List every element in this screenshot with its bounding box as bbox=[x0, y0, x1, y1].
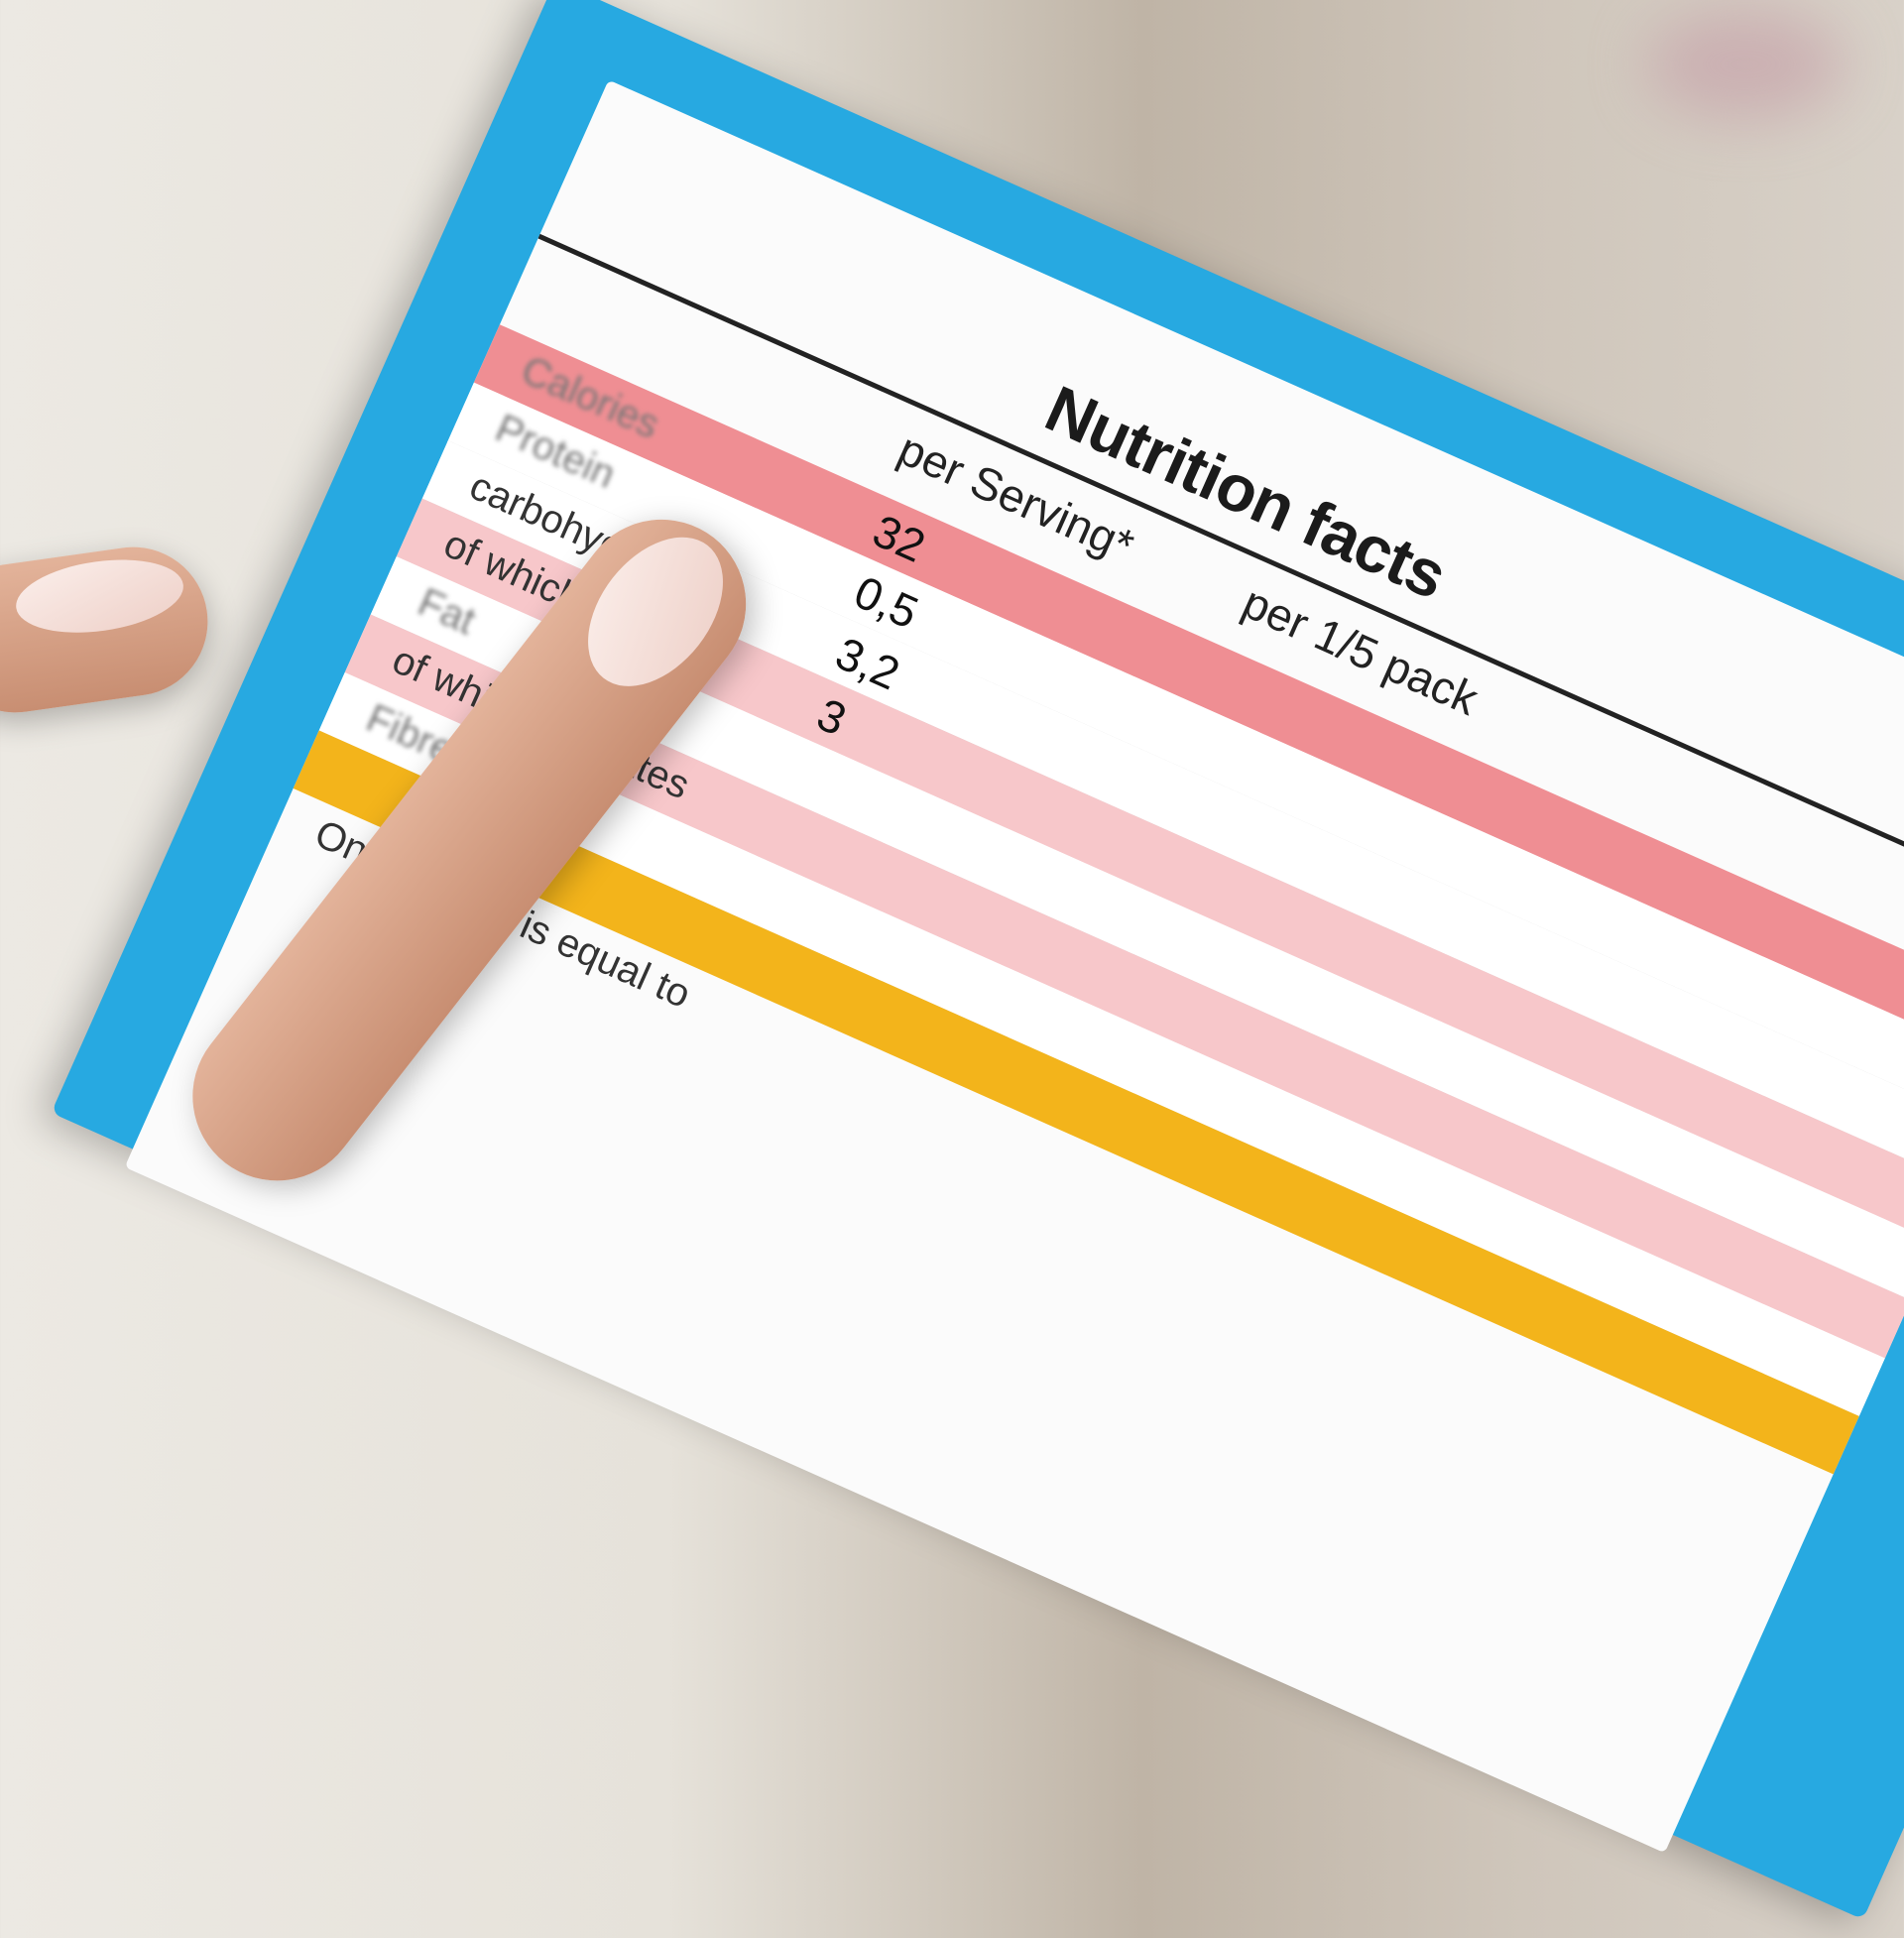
label-title: Nutrition facts bbox=[1035, 371, 1458, 613]
thumb bbox=[0, 537, 218, 723]
nutrient-name: Fat bbox=[412, 579, 482, 644]
background-blur bbox=[1646, 10, 1844, 119]
nutrient-value-serving: 3 bbox=[809, 687, 855, 746]
